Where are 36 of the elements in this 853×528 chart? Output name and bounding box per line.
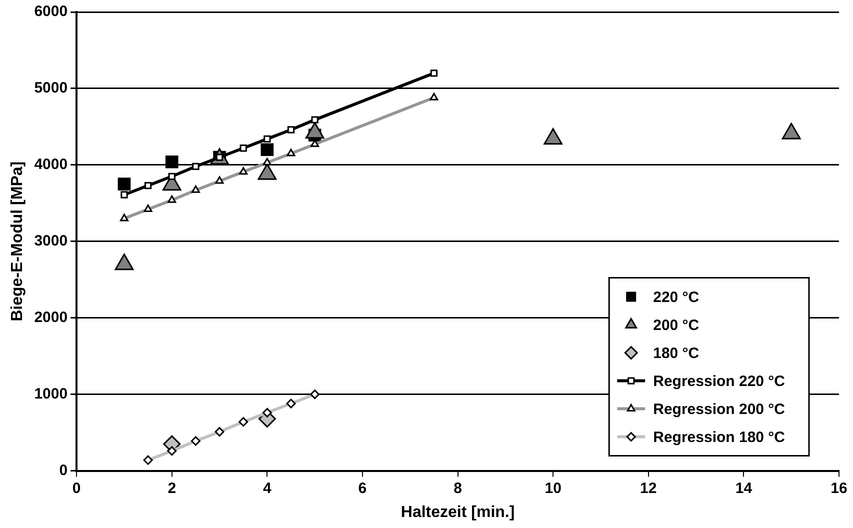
point bbox=[287, 126, 295, 134]
legend-label: 220 °C bbox=[653, 288, 700, 306]
legend-label: 180 °C bbox=[653, 344, 700, 362]
x-tick-label: 14 bbox=[735, 480, 753, 497]
y-tick-label: 1000 bbox=[34, 385, 68, 402]
legend-label: Regression 220 °C bbox=[653, 372, 786, 390]
point bbox=[264, 135, 271, 143]
point bbox=[260, 143, 274, 156]
point bbox=[430, 70, 438, 77]
y-tick-label: 3000 bbox=[34, 232, 68, 250]
x-tick-label: 0 bbox=[72, 480, 81, 497]
x-axis-title: Haltezeit [min.] bbox=[400, 504, 515, 521]
y-tick-label: 4000 bbox=[34, 156, 68, 174]
x-tick-label: 16 bbox=[830, 480, 848, 497]
y-axis-title: Biege-E-Modul [MPa] bbox=[9, 161, 26, 322]
x-tick-label: 4 bbox=[263, 480, 272, 497]
point bbox=[192, 162, 200, 170]
x-tick-label: 8 bbox=[454, 480, 462, 497]
point bbox=[165, 155, 178, 168]
y-tick-label: 5000 bbox=[34, 80, 68, 97]
point bbox=[168, 172, 176, 180]
y-tick-label: 2000 bbox=[34, 309, 68, 326]
point bbox=[118, 178, 131, 190]
point bbox=[311, 116, 318, 124]
x-tick-label: 2 bbox=[168, 480, 176, 497]
legend-label: 200 °C bbox=[653, 316, 700, 334]
legend-label: Regression 200 °C bbox=[653, 400, 786, 418]
legend-label: Regression 180 °C bbox=[653, 428, 786, 446]
point bbox=[240, 144, 247, 152]
point bbox=[120, 191, 128, 198]
point bbox=[144, 182, 152, 190]
y-tick-label: 6000 bbox=[34, 3, 68, 20]
x-tick-label: 6 bbox=[358, 480, 367, 497]
x-tick-label: 10 bbox=[544, 480, 562, 497]
x-tick-label: 12 bbox=[640, 480, 657, 497]
y-tick-label: 0 bbox=[59, 462, 68, 479]
